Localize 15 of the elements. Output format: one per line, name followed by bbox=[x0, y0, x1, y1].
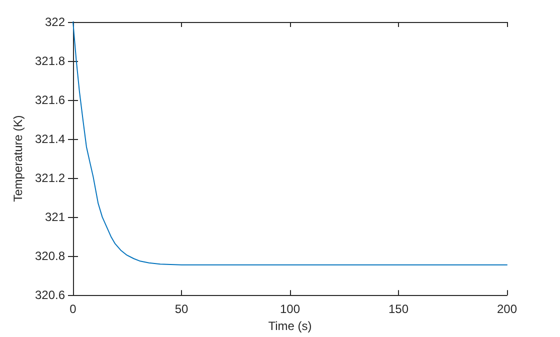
y-axis-title: Temperature (K) bbox=[11, 115, 26, 202]
x-tick-label: 200 bbox=[496, 302, 518, 316]
x-tick-label: 0 bbox=[70, 302, 77, 316]
y-tick-label: 321.2 bbox=[34, 171, 66, 186]
y-tick-label: 321.4 bbox=[34, 132, 66, 146]
y-tick-label: 322 bbox=[44, 15, 66, 29]
y-tick-label: 321 bbox=[44, 210, 66, 224]
y-tick-label: 320.6 bbox=[34, 288, 66, 302]
x-tick-label: 50 bbox=[174, 302, 188, 316]
y-tick-label: 320.8 bbox=[34, 249, 66, 264]
y-tick-label: 321.6 bbox=[34, 93, 66, 108]
x-tick-label: 150 bbox=[388, 302, 409, 316]
x-tick-label: 100 bbox=[280, 302, 300, 316]
y-tick-label: 321.8 bbox=[34, 54, 66, 68]
x-axis-title: Time (s) bbox=[268, 319, 312, 333]
